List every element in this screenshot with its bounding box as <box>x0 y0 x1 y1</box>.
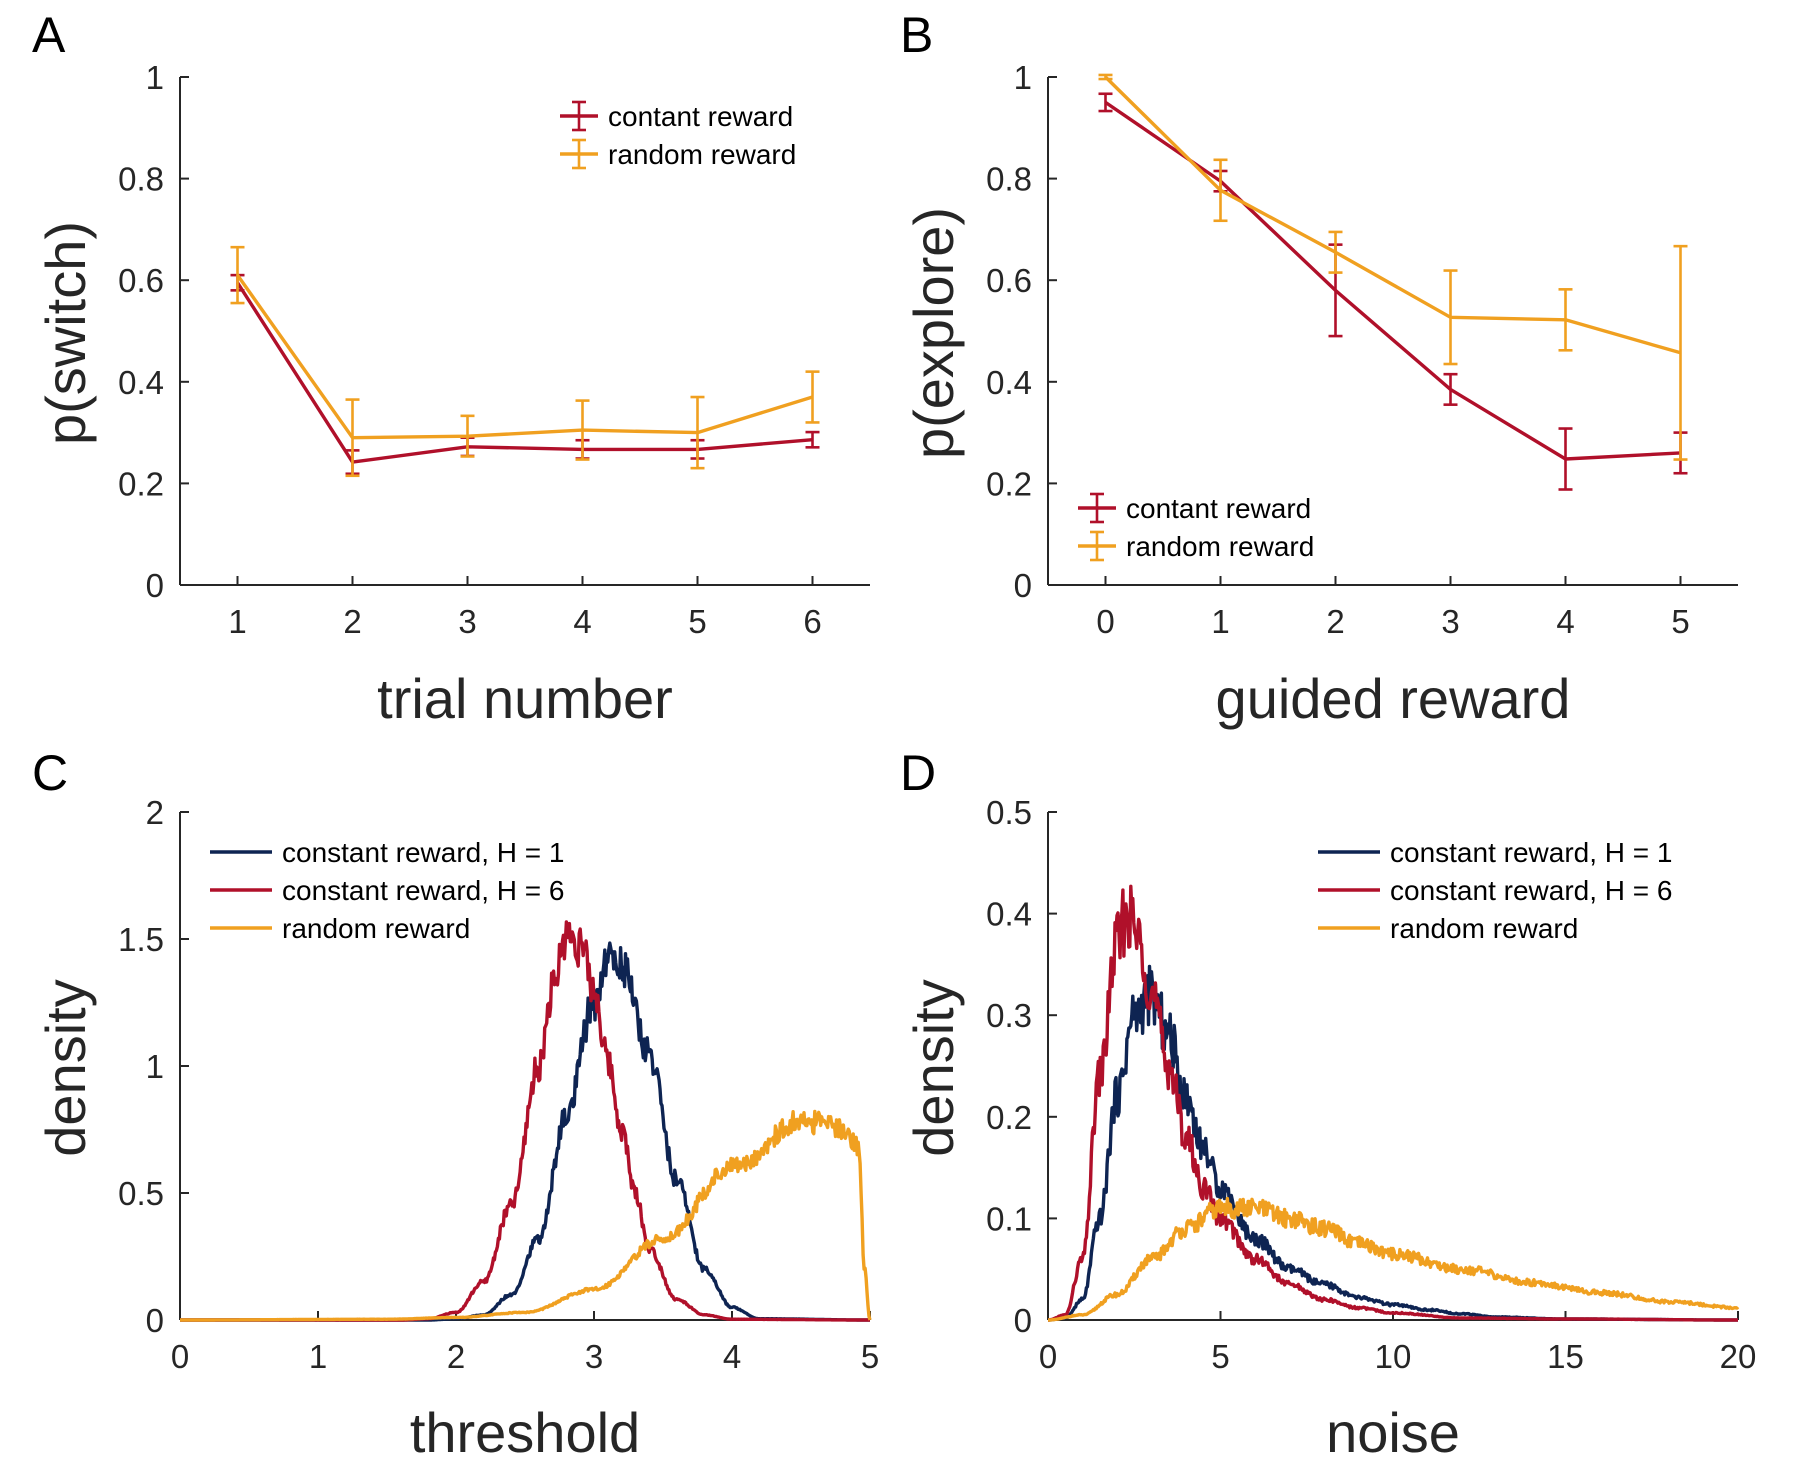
panel-d-x-axis-label: noise <box>1326 1401 1460 1464</box>
panel-a: A trial number p(switch) 0 0.2 0.4 0.6 0.8 1 1… <box>32 7 870 730</box>
y-tick-label: 0.5 <box>118 1175 164 1212</box>
legend-label: constant reward, H = 6 <box>1390 875 1672 906</box>
panel-d: D noise density 0 0.1 0.2 0.3 0.4 0.5 0 5 10 15 20… <box>900 745 1756 1464</box>
panel-a-x-axis-label: trial number <box>377 667 673 730</box>
x-tick-label: 4 <box>1556 603 1574 640</box>
y-tick-label: 2 <box>146 794 164 831</box>
legend-label: constant reward, H = 1 <box>1390 837 1672 868</box>
x-tick-label: 20 <box>1720 1338 1757 1375</box>
x-tick-label: 10 <box>1375 1338 1412 1375</box>
y-tick-label: 0 <box>146 567 164 604</box>
y-tick-label: 1 <box>146 59 164 96</box>
y-tick-label: 0.2 <box>986 465 1032 502</box>
x-tick-label: 15 <box>1547 1338 1584 1375</box>
y-tick-label: 0.4 <box>986 896 1032 933</box>
x-tick-label: 2 <box>447 1338 465 1375</box>
legend-label: contant reward <box>608 101 793 132</box>
series-line-random <box>1104 75 1681 355</box>
y-tick-label: 0.2 <box>118 465 164 502</box>
panel-letter-d: D <box>900 745 936 801</box>
panel-b-y-axis-label: p(explore) <box>902 207 965 459</box>
y-tick-label: 0.4 <box>986 364 1032 401</box>
y-tick-label: 1.5 <box>118 921 164 958</box>
panel-b-x-axis-label: guided reward <box>1216 667 1571 730</box>
x-tick-label: 5 <box>1671 603 1689 640</box>
density-line-2 <box>1047 1196 1740 1322</box>
panel-letter-c: C <box>32 745 68 801</box>
x-tick-label: 5 <box>688 603 706 640</box>
x-tick-label: 3 <box>1441 603 1459 640</box>
series-line-constant <box>1104 100 1681 461</box>
series-line-random <box>236 274 814 440</box>
y-tick-label: 0 <box>1014 567 1032 604</box>
panel-c-x-axis-label: threshold <box>410 1401 640 1464</box>
y-tick-label: 1 <box>1014 59 1032 96</box>
x-tick-label: 1 <box>228 603 246 640</box>
legend-label: random reward <box>282 913 470 944</box>
x-tick-label: 3 <box>458 603 476 640</box>
density-line-1 <box>179 920 871 1322</box>
x-tick-label: 0 <box>171 1338 189 1375</box>
y-tick-label: 0.4 <box>118 364 164 401</box>
x-tick-label: 4 <box>573 603 591 640</box>
y-tick-label: 0.3 <box>986 997 1032 1034</box>
y-tick-label: 0.2 <box>986 1099 1032 1136</box>
x-tick-label: 5 <box>861 1338 879 1375</box>
legend: contant reward random reward <box>1078 492 1314 562</box>
panel-letter-b: B <box>900 7 933 63</box>
legend-label: contant reward <box>1126 493 1311 524</box>
density-line-2 <box>179 1109 872 1322</box>
panel-d-y-axis-label: density <box>902 979 965 1156</box>
x-tick-label: 4 <box>723 1338 741 1375</box>
panel-c-y-axis-label: density <box>34 979 97 1156</box>
legend-label: constant reward, H = 6 <box>282 875 564 906</box>
x-tick-label: 1 <box>309 1338 327 1375</box>
y-tick-label: 0.6 <box>986 262 1032 299</box>
x-tick-label: 0 <box>1039 1338 1057 1375</box>
x-tick-label: 0 <box>1096 603 1114 640</box>
x-tick-label: 2 <box>1326 603 1344 640</box>
series-line-constant <box>236 281 813 464</box>
y-tick-label: 0.8 <box>986 161 1032 198</box>
y-tick-label: 0.8 <box>118 161 164 198</box>
density-line-0 <box>1047 964 1739 1322</box>
legend-label: random reward <box>608 139 796 170</box>
legend: constant reward, H = 1 constant reward, H… <box>210 837 564 944</box>
legend-label: constant reward, H = 1 <box>282 837 564 868</box>
x-tick-label: 2 <box>343 603 361 640</box>
panel-a-y-axis-label: p(switch) <box>34 221 97 445</box>
y-tick-label: 0.6 <box>118 262 164 299</box>
x-tick-label: 1 <box>1211 603 1229 640</box>
legend-label: random reward <box>1390 913 1578 944</box>
density-line-1 <box>1047 884 1739 1322</box>
y-tick-label: 0 <box>146 1302 164 1339</box>
x-tick-label: 6 <box>803 603 821 640</box>
y-tick-label: 0.1 <box>986 1200 1032 1237</box>
x-tick-label: 3 <box>585 1338 603 1375</box>
panel-c: C threshold density 0 0.5 1 1.5 2 0 1 2 3 4 5 const… <box>32 745 879 1464</box>
legend: constant reward, H = 1 constant reward, H… <box>1318 837 1672 944</box>
y-tick-label: 0 <box>1014 1302 1032 1339</box>
y-tick-label: 1 <box>146 1048 164 1085</box>
y-tick-label: 0.5 <box>986 794 1032 831</box>
x-tick-label: 5 <box>1211 1338 1229 1375</box>
panel-b: B guided reward p(explore) 0 0.2 0.4 0.6 0.8… <box>900 7 1738 730</box>
legend-label: random reward <box>1126 531 1314 562</box>
legend: contant reward random reward <box>560 100 796 170</box>
panel-letter-a: A <box>32 7 66 63</box>
